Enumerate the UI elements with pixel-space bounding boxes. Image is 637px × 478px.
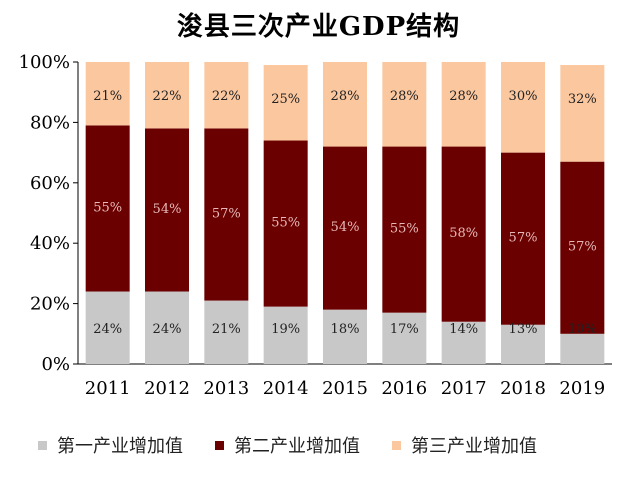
bar-segment-3	[501, 62, 545, 153]
bar-segment-2	[382, 146, 427, 313]
data-label: 10%	[568, 322, 597, 337]
bar-segment-2	[441, 146, 486, 322]
bar-segment-2	[145, 128, 189, 292]
bar-segment-2	[204, 128, 249, 301]
data-label: 21%	[93, 89, 122, 104]
legend-label: 第一产业增加值	[57, 436, 183, 457]
y-tick-label: 0%	[41, 354, 70, 375]
legend-swatch	[215, 440, 224, 450]
data-label: 22%	[212, 89, 241, 104]
data-label: 58%	[449, 226, 478, 241]
data-label: 28%	[449, 89, 478, 104]
data-label: 55%	[271, 216, 300, 231]
data-label: 19%	[271, 322, 300, 337]
bar-segment-1	[263, 306, 308, 364]
x-tick-label: 2017	[441, 378, 487, 399]
bar-segment-3	[560, 65, 605, 162]
legend-swatch	[392, 440, 401, 450]
data-labels: 24% 55% 21% 24% 54% 22% 21% 57% 22% 19% 55% 25% 18% 5…	[93, 89, 597, 337]
chart-title: 浚县三次产业GDP结构	[176, 12, 461, 42]
data-label: 14%	[449, 322, 478, 337]
y-tick-label: 60%	[30, 173, 70, 194]
bar-segment-1	[323, 309, 367, 364]
bar-segment-2	[560, 161, 605, 334]
data-label: 21%	[212, 322, 241, 337]
bar-segment-1	[145, 291, 189, 364]
x-tick-label: 2019	[559, 378, 605, 399]
data-label: 32%	[568, 92, 597, 107]
data-label: 30%	[509, 89, 538, 104]
bar-segment-3	[382, 62, 427, 147]
data-label: 54%	[331, 220, 360, 235]
bars	[85, 62, 605, 364]
x-tick-label: 2012	[144, 378, 190, 399]
bar-segment-2	[85, 125, 130, 292]
data-label: 28%	[390, 89, 419, 104]
data-label: 57%	[212, 207, 241, 222]
bar-segment-2	[501, 152, 545, 325]
y-tick-label: 100%	[19, 52, 70, 73]
bar-segment-1	[560, 333, 605, 364]
bar-segment-3	[204, 62, 249, 129]
x-tick-label: 2016	[381, 378, 427, 399]
bar-segment-2	[263, 140, 308, 307]
data-label: 28%	[331, 89, 360, 104]
x-tick-label: 2011	[85, 378, 131, 399]
y-tick-label: 20%	[30, 294, 70, 315]
legend-label: 第二产业增加值	[234, 436, 360, 457]
bar-segment-1	[441, 321, 486, 364]
data-label: 57%	[509, 231, 538, 246]
bar-segment-2	[323, 146, 367, 310]
data-label: 24%	[93, 322, 122, 337]
bar-segment-1	[501, 324, 545, 364]
legend-swatch	[38, 440, 47, 450]
legend-item-3: 第三产业增加值	[392, 432, 537, 458]
data-label: 17%	[390, 322, 419, 337]
bar-segment-3	[441, 62, 486, 147]
data-label: 55%	[390, 222, 419, 237]
data-label: 55%	[93, 200, 122, 215]
legend: 第一产业增加值 第二产业增加值 第三产业增加值	[38, 432, 637, 458]
bar-segment-3	[323, 62, 367, 147]
x-tick-label: 2013	[203, 378, 249, 399]
legend-item-1: 第一产业增加值	[38, 432, 183, 458]
x-tick-label: 2014	[263, 378, 309, 399]
bar-segment-3	[263, 65, 308, 141]
data-label: 22%	[153, 89, 182, 104]
y-tick-label: 40%	[30, 233, 70, 254]
data-label: 24%	[153, 322, 182, 337]
bar-segment-1	[85, 291, 130, 364]
data-label: 57%	[568, 240, 597, 255]
data-label: 25%	[271, 92, 300, 107]
x-tick-label: 2018	[500, 378, 546, 399]
bar-segment-3	[85, 62, 130, 126]
bar-segment-3	[145, 62, 189, 129]
y-tick-label: 80%	[30, 112, 70, 133]
legend-item-2: 第二产业增加值	[215, 432, 360, 458]
x-tick-label: 2015	[322, 378, 368, 399]
bar-segment-1	[204, 300, 249, 364]
legend-label: 第三产业增加值	[411, 436, 537, 457]
bar-segment-1	[382, 312, 427, 364]
data-label: 18%	[331, 322, 360, 337]
data-label: 54%	[153, 202, 182, 217]
axes: 0% 20% 40% 60% 80% 100% 2011 2012 2013 2014 2015 20…	[19, 52, 612, 399]
data-label: 13%	[509, 322, 538, 337]
